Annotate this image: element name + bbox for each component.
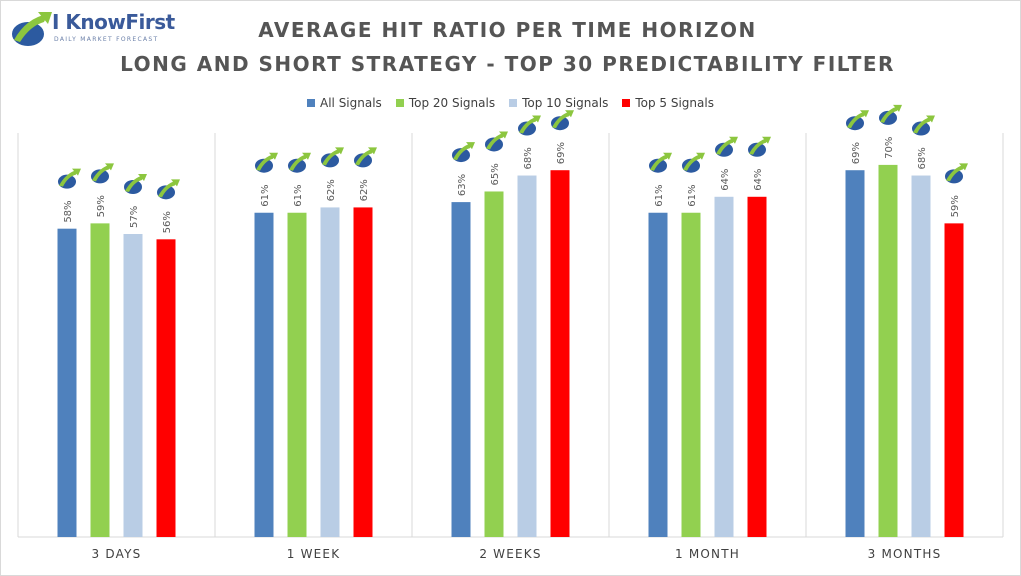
logo-marker-icon (945, 163, 968, 184)
data-label: 70% (884, 137, 895, 159)
legend-swatch (622, 99, 631, 107)
bar-3-3 (747, 196, 767, 537)
logo-marker-icon (748, 136, 771, 157)
logo-marker-icon (682, 152, 705, 173)
x-tick-label: 1 MONTH (675, 547, 740, 561)
logo-marker-icon (912, 115, 935, 136)
logo-tagline: DAILY MARKET FORECAST (54, 36, 159, 43)
data-label: 61% (293, 185, 304, 207)
data-label: 64% (753, 169, 764, 191)
bar-4-3 (944, 223, 964, 538)
bar-1-2 (320, 207, 340, 537)
legend-label: Top 5 Signals (635, 96, 714, 110)
logo-marker-icon (551, 110, 574, 131)
bar-1-1 (287, 212, 307, 537)
logo-marker-icon (879, 104, 902, 125)
legend-swatch (509, 99, 518, 107)
logo-marker-icon (649, 152, 672, 173)
logo-text: I KnowFirst (52, 10, 175, 34)
logo-marker-icon (846, 110, 869, 131)
legend: All Signals Top 20 Signals Top 10 Signals T… (0, 96, 1021, 110)
data-label: 61% (687, 185, 698, 207)
data-label: 57% (129, 206, 140, 228)
data-label: 68% (917, 147, 928, 169)
bar-0-1 (90, 223, 110, 538)
logo-marker-icon (485, 131, 508, 152)
bar-2-0 (451, 202, 471, 537)
logo-marker-icon (157, 179, 180, 200)
logo (8, 10, 188, 50)
logo-marker-icon (58, 168, 81, 189)
logo-marker-icon (715, 136, 738, 157)
bar-2-3 (550, 170, 570, 538)
data-label: 56% (162, 211, 173, 233)
legend-item-0: All Signals (307, 96, 382, 110)
logo-icon (12, 12, 52, 46)
data-label: 69% (851, 142, 862, 164)
x-tick-label: 3 DAYS (92, 547, 142, 561)
legend-swatch (307, 99, 315, 107)
bar-4-0 (845, 170, 865, 538)
data-label: 63% (457, 174, 468, 196)
bar-1-0 (254, 212, 274, 537)
chart-title-line-1: AVERAGE HIT RATIO PER TIME HORIZON (258, 18, 757, 42)
logo-marker-icon (518, 115, 541, 136)
legend-swatch (395, 99, 404, 107)
data-label: 58% (63, 200, 74, 222)
logo-marker-icon (124, 174, 147, 194)
x-tick-label: 3 MONTHS (868, 547, 942, 561)
bar-4-2 (911, 175, 931, 538)
data-label: 69% (556, 142, 567, 164)
legend-item-3: Top 5 Signals (622, 96, 714, 110)
data-label: 62% (359, 179, 370, 201)
bar-0-0 (57, 228, 77, 537)
bar-0-3 (156, 239, 176, 537)
legend-item-1: Top 20 Signals (395, 96, 496, 110)
data-label: 64% (720, 169, 731, 191)
bar-2-2 (517, 175, 537, 538)
logo-marker-icon (255, 152, 278, 173)
data-label: 61% (654, 185, 665, 207)
bar-3-0 (648, 212, 668, 537)
legend-label: Top 20 Signals (408, 96, 496, 110)
x-tick-label: 2 WEEKS (479, 547, 541, 561)
data-label: 68% (523, 147, 534, 169)
data-label: 59% (96, 195, 107, 217)
data-label: 59% (950, 195, 961, 217)
data-label: 65% (490, 163, 501, 185)
logo-marker-icon (354, 147, 377, 168)
bar-3-2 (714, 196, 734, 537)
logo-marker-icon (288, 152, 311, 173)
legend-item-2: Top 10 Signals (509, 96, 608, 110)
bar-2-1 (484, 191, 504, 537)
logo-marker-icon (452, 142, 475, 163)
legend-label: Top 10 Signals (522, 96, 609, 110)
data-label: 61% (260, 185, 271, 207)
legend-label: All Signals (320, 96, 382, 110)
logo-marker-icon (321, 147, 344, 168)
bar-1-3 (353, 207, 373, 537)
chart-title-line-2: LONG AND SHORT STRATEGY - TOP 30 PREDICT… (120, 52, 895, 76)
bar-0-2 (123, 234, 143, 537)
x-tick-label: 1 WEEK (287, 547, 341, 561)
bar-3-1 (681, 212, 701, 537)
logo-marker-icon (91, 163, 114, 184)
bar-4-1 (878, 164, 898, 538)
data-label: 62% (326, 179, 337, 201)
